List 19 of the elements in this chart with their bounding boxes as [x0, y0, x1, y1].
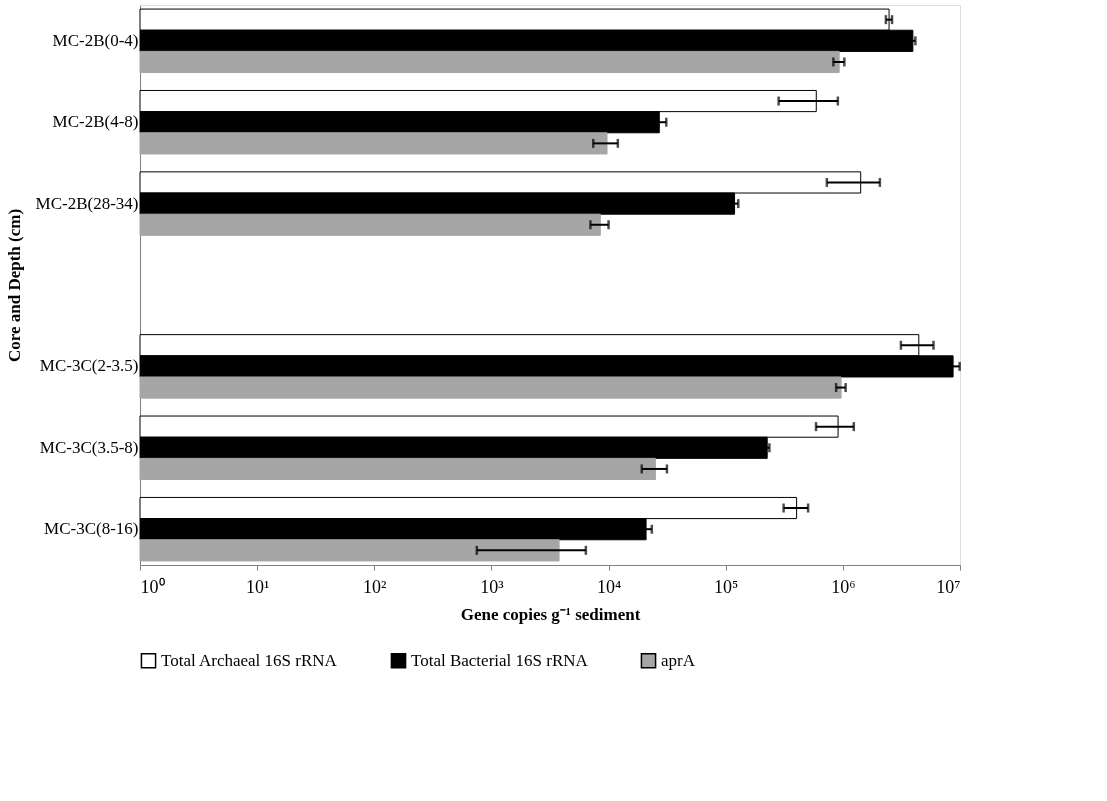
y-tick-label: MC-3C(8-16) — [44, 519, 139, 539]
y-axis-title: Core and Depth (cm) — [4, 208, 24, 363]
x-tick-label: 10⁵ — [714, 576, 739, 597]
x-tick-label: 10¹ — [245, 576, 270, 597]
legend-label: Total Bacterial 16S rRNA — [411, 650, 589, 670]
y-tick-label: MC-2B(28-34) — [35, 193, 139, 213]
legend-label: Total Archaeal 16S rRNA — [161, 650, 338, 670]
x-tick-label: 10⁷ — [936, 576, 961, 597]
y-tick-label: MC-2B(0-4) — [52, 30, 139, 50]
y-tick-label: MC-3C(2-3.5) — [39, 356, 139, 376]
y-tick-label: MC-2B(4-8) — [52, 112, 139, 132]
x-tick-label: 10⁶ — [831, 576, 856, 597]
x-tick-label: 10⁴ — [596, 576, 622, 597]
y-tick-label: MC-3C(3.5-8) — [39, 437, 139, 457]
x-axis-title: Gene copies g⁻¹ sediment — [460, 604, 641, 624]
legend-label: aprA — [661, 650, 696, 670]
x-tick-label: 10⁰ — [140, 576, 165, 597]
x-tick-label: 10³ — [480, 576, 505, 597]
x-tick-label: 10² — [363, 576, 387, 597]
